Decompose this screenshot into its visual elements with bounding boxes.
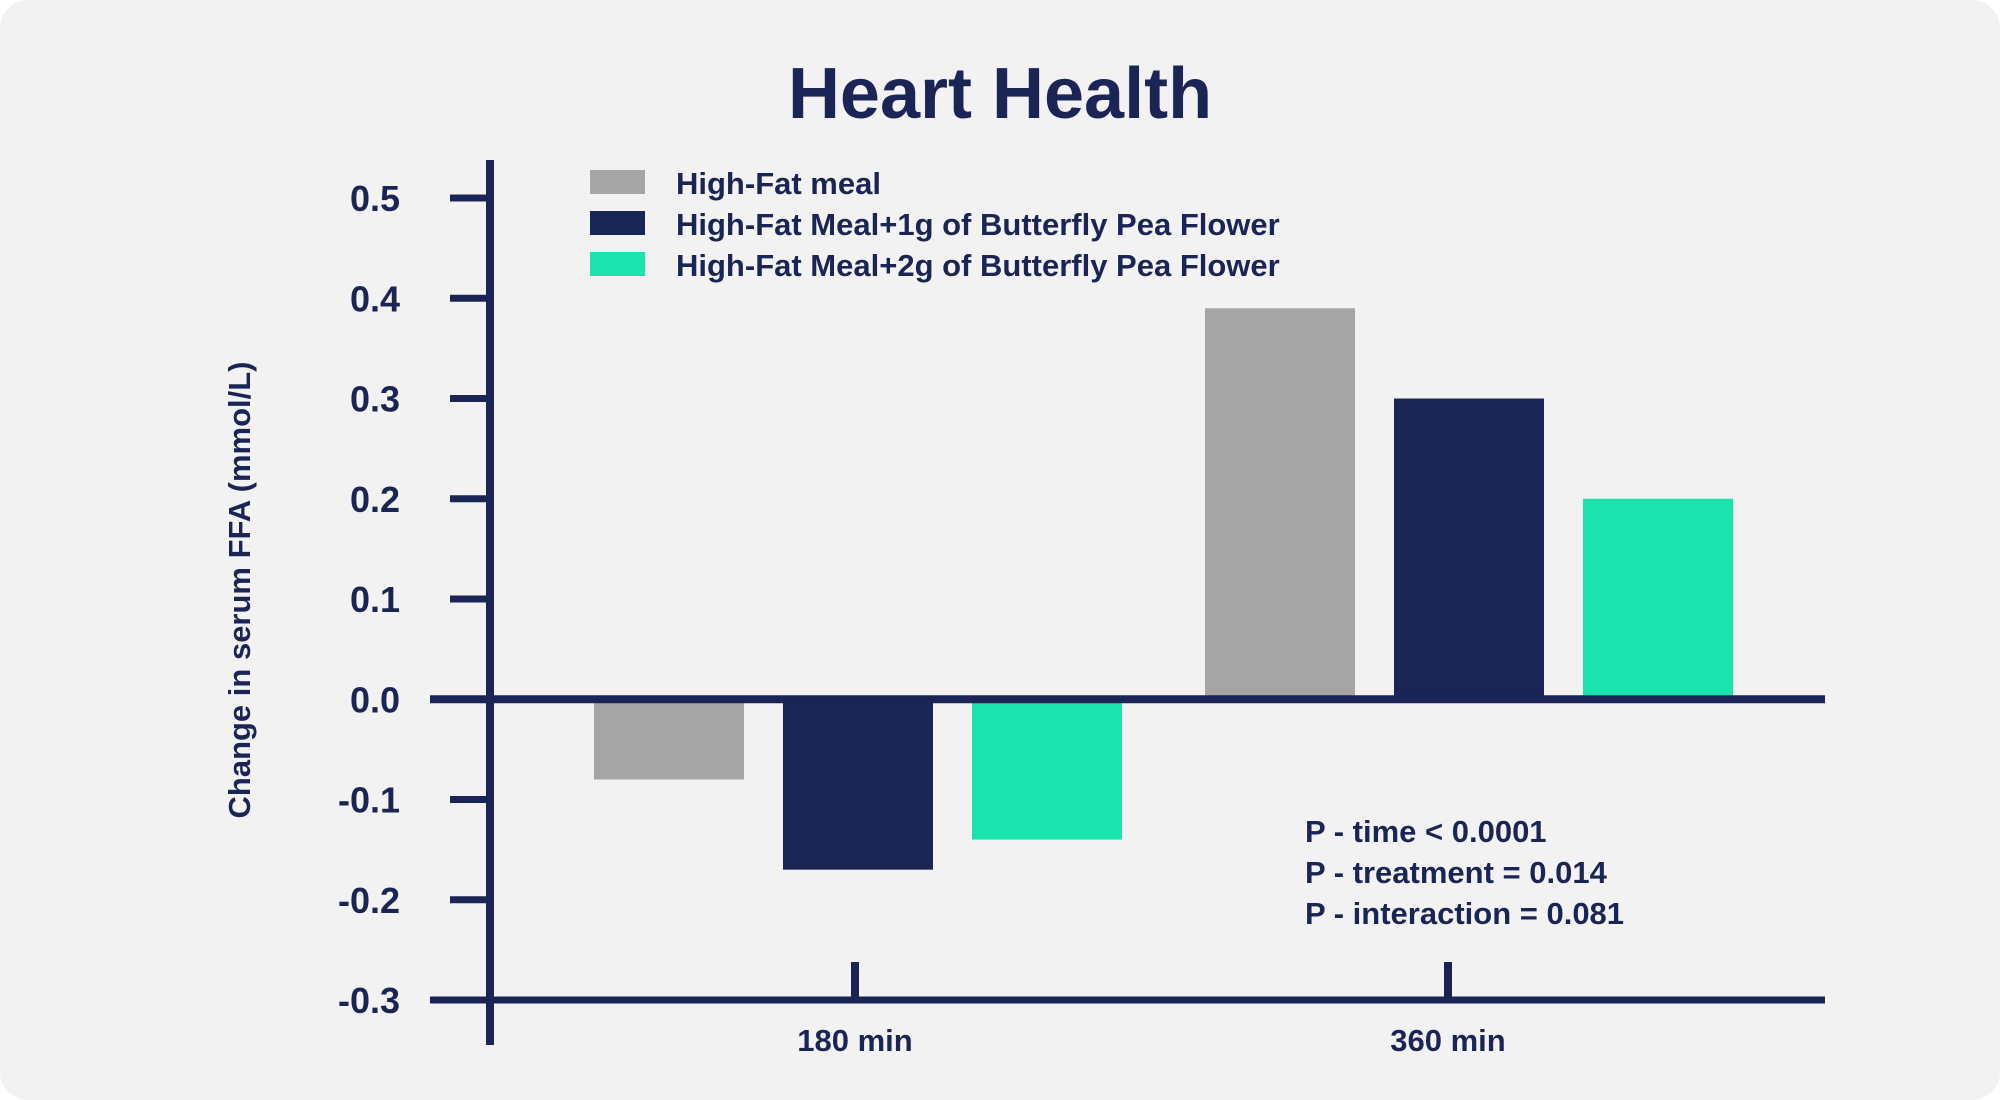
p-value-text: P - treatment = 0.014 [1305, 855, 1608, 890]
y-axis-ticks: 0.5 0.4 0.3 0.2 0.1 0.0 -0.1 -0.2 -0.3 [338, 178, 490, 1021]
axes [430, 160, 1825, 1045]
x-tick-label: 180 min [797, 1023, 912, 1058]
y-axis-label: Change in serum FFA (mmol/L) [222, 362, 257, 819]
bar-1-360-min [1205, 308, 1355, 700]
legend-swatch [590, 252, 645, 276]
legend-swatch [590, 211, 645, 235]
bar-3-360-min [1583, 498, 1733, 700]
y-tick-label: 0.2 [350, 479, 400, 520]
legend-label: High-Fat Meal+1g of Butterfly Pea Flower [676, 207, 1280, 242]
y-tick-label: 0.0 [350, 679, 400, 720]
y-tick-label: 0.5 [350, 178, 400, 219]
bar-3-180-min [972, 699, 1122, 840]
legend: High-Fat meal High-Fat Meal+1g of Butterf… [590, 166, 1280, 283]
bars [594, 308, 1733, 870]
p-value-text: P - interaction = 0.081 [1305, 896, 1624, 931]
x-tick-label: 360 min [1390, 1023, 1505, 1058]
bar-2-180-min [783, 699, 933, 870]
bar-1-180-min [594, 699, 744, 780]
y-tick-label: -0.3 [338, 980, 400, 1021]
chart-title: Heart Health [788, 54, 1212, 134]
legend-swatch [590, 170, 645, 194]
p-value-text: P - time < 0.0001 [1305, 814, 1547, 849]
y-tick-label: -0.2 [338, 880, 400, 921]
bar-2-360-min [1394, 398, 1544, 700]
y-tick-label: -0.1 [338, 780, 400, 821]
y-tick-label: 0.4 [350, 278, 400, 319]
y-tick-label: 0.3 [350, 379, 400, 420]
legend-label: High-Fat meal [676, 166, 881, 201]
p-value-annotations: P - time < 0.0001 P - treatment = 0.014 P … [1305, 814, 1624, 931]
y-tick-label: 0.1 [350, 579, 400, 620]
legend-label: High-Fat Meal+2g of Butterfly Pea Flower [676, 248, 1280, 283]
x-axis-labels: 180 min 360 min [797, 962, 1506, 1058]
